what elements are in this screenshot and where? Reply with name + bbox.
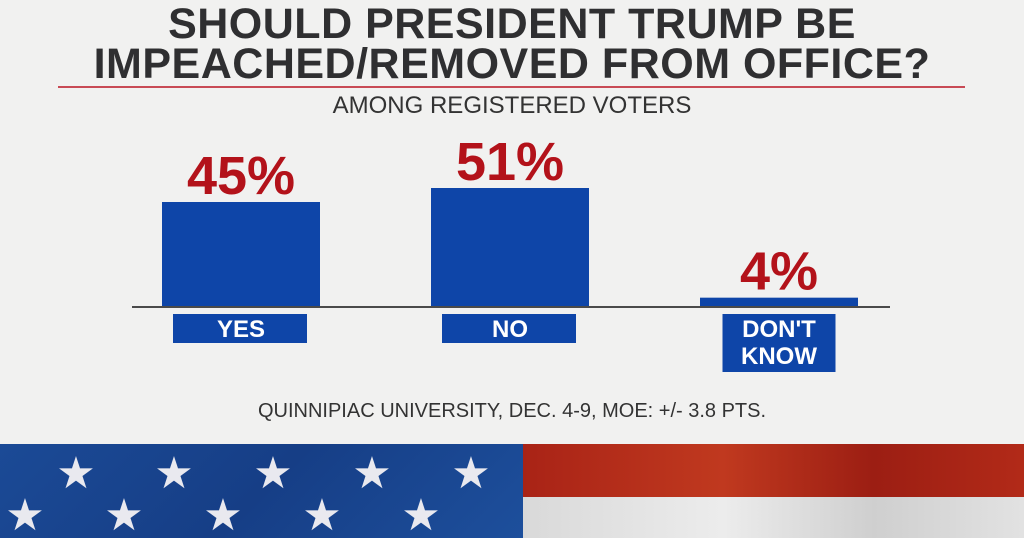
star-icon: ★ xyxy=(352,449,392,498)
star-icon: ★ xyxy=(451,449,491,498)
star-icon: ★ xyxy=(203,491,243,538)
star-icon: ★ xyxy=(253,449,293,498)
flag-red-stripe xyxy=(523,444,1024,497)
category-label: KNOW xyxy=(741,343,817,370)
category-label-box xyxy=(722,314,836,372)
bar-yes xyxy=(162,202,320,307)
category-label: DON'T xyxy=(742,316,816,343)
category-label: YES xyxy=(217,316,265,343)
chart-title-line-1: SHOULD PRESIDENT TRUMP BE xyxy=(168,0,856,48)
category-label: NO xyxy=(492,316,528,343)
star-icon: ★ xyxy=(56,449,96,498)
title-divider xyxy=(58,86,965,88)
value-label: 45% xyxy=(187,146,295,206)
star-icon: ★ xyxy=(154,449,194,498)
star-icon: ★ xyxy=(5,491,45,538)
bar-no xyxy=(431,188,589,307)
star-icon: ★ xyxy=(104,491,144,538)
source-note: QUINNIPIAC UNIVERSITY, DEC. 4-9, MOE: +/… xyxy=(257,400,767,422)
chart-title-line-2: IMPEACHED/REMOVED FROM OFFICE? xyxy=(93,40,931,88)
value-label: 51% xyxy=(456,132,564,192)
value-label: 4% xyxy=(740,242,818,302)
flag-banner: ★ ★ ★ ★ ★ ★ ★ ★ ★ ★ xyxy=(0,444,1024,538)
star-icon: ★ xyxy=(302,491,342,538)
category-label-box xyxy=(442,314,576,343)
star-icon: ★ xyxy=(401,491,441,538)
flag-white-stripe xyxy=(523,497,1024,538)
chart-subtitle: AMONG REGISTERED VOTERS xyxy=(332,92,692,119)
category-label-box xyxy=(173,314,307,343)
bar-don-t-know xyxy=(700,297,858,307)
flag-canton xyxy=(0,444,523,538)
